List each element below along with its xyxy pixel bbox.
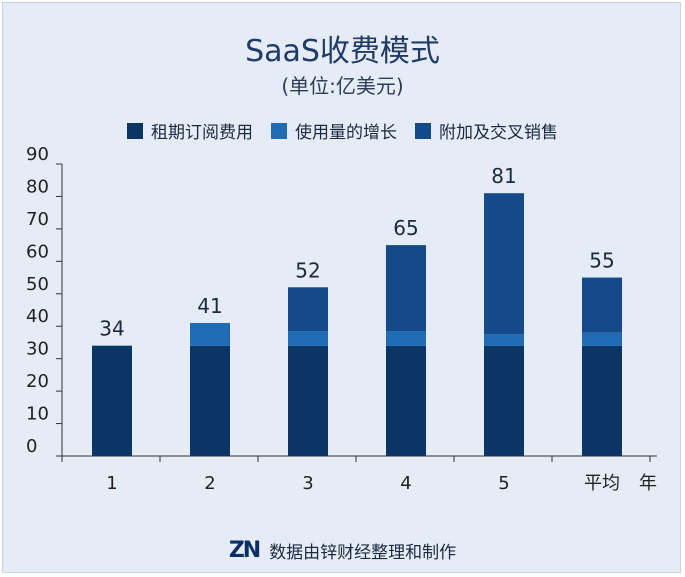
bar-segment — [190, 345, 230, 456]
legend-item-usage: 使用量的增长 — [271, 118, 397, 143]
bar-segment — [92, 345, 132, 456]
bar-total-label: 81 — [491, 164, 516, 188]
legend-swatch-rental — [127, 122, 143, 139]
y-tick-label: 50 — [26, 274, 49, 295]
bar-segment — [288, 345, 328, 456]
bar-segment — [582, 345, 622, 456]
legend-swatch-addon — [415, 122, 431, 139]
bar-segment — [190, 322, 230, 346]
legend-item-addon: 附加及交叉销售 — [415, 118, 558, 143]
y-tick-label: 0 — [26, 436, 37, 457]
legend-item-rental: 租期订阅费用 — [127, 118, 253, 143]
x-tick-label: 2 — [204, 473, 215, 494]
bar-segment — [288, 331, 328, 346]
x-tick-label: 3 — [302, 473, 313, 494]
legend-label-usage: 使用量的增长 — [295, 123, 397, 143]
bar-total-label: 41 — [197, 294, 222, 318]
y-tick-label: 70 — [26, 209, 49, 230]
y-tick-label: 40 — [26, 306, 49, 327]
y-tick-label: 60 — [26, 241, 49, 262]
bar-segment — [484, 334, 524, 346]
bar-segment — [288, 287, 328, 332]
y-tick-label: 80 — [26, 176, 49, 197]
bar-segment — [484, 345, 524, 456]
legend-label-rental: 租期订阅费用 — [151, 123, 253, 143]
y-tick-label: 90 — [26, 144, 49, 165]
chart-legend: 租期订阅费用 使用量的增长 附加及交叉销售 — [0, 118, 685, 143]
x-tick-label: 平均 — [584, 473, 620, 494]
bar-segment — [386, 245, 426, 332]
x-tick-label: 5 — [498, 473, 509, 494]
bar-segment — [386, 331, 426, 346]
x-axis-label: 年 — [639, 473, 657, 494]
chart-title: SaaS收费模式 — [245, 34, 440, 69]
bar-total-label: 52 — [295, 258, 320, 282]
bar-total-label: 55 — [589, 249, 614, 273]
x-tick-label: 4 — [400, 473, 411, 494]
footer: ZN 数据由锌财经整理和制作 — [0, 538, 685, 563]
bar-segment — [386, 345, 426, 456]
x-tick-label: 1 — [106, 473, 117, 494]
footer-credit: 数据由锌财经整理和制作 — [269, 543, 457, 563]
zn-logo-icon: ZN — [228, 538, 261, 563]
y-tick-label: 30 — [26, 339, 49, 360]
y-tick-label: 20 — [26, 371, 49, 392]
legend-label-addon: 附加及交叉销售 — [439, 123, 558, 143]
bar-segment — [582, 277, 622, 333]
chart-subtitle: (单位:亿美元) — [281, 74, 404, 98]
bar-total-label: 65 — [393, 216, 418, 240]
bar-total-label: 34 — [99, 317, 124, 341]
bar-segment — [484, 193, 524, 335]
y-tick-label: 10 — [26, 404, 49, 425]
legend-swatch-usage — [271, 122, 287, 139]
bar-segment — [582, 332, 622, 346]
